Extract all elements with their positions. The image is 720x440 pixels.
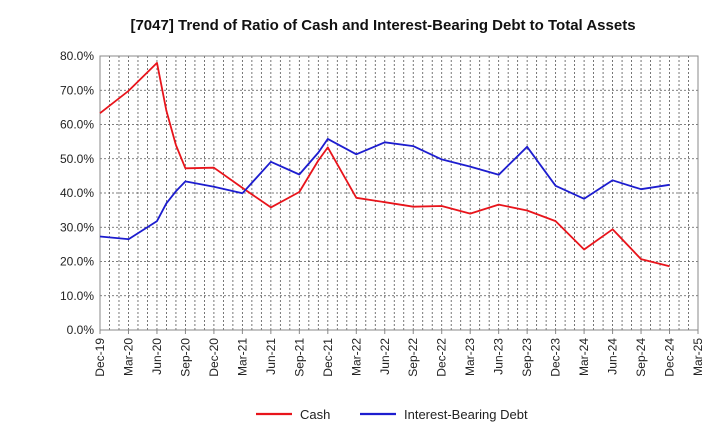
x-tick-label: Mar-23	[463, 338, 477, 376]
y-tick-label: 10.0%	[60, 289, 94, 303]
series-line-interest-bearing-debt	[99, 137, 670, 241]
x-tick-label: Sep-22	[406, 338, 420, 377]
x-tick-label: Dec-19	[93, 338, 107, 377]
y-tick-label: 30.0%	[60, 220, 94, 234]
x-tick-label: Sep-23	[520, 338, 534, 377]
series-line-cash	[99, 62, 670, 268]
x-tick-label: Sep-21	[292, 338, 306, 377]
y-tick-label: 20.0%	[60, 255, 94, 269]
x-tick-label: Sep-24	[634, 338, 648, 377]
x-tick-label: Dec-22	[435, 338, 449, 377]
x-tick-label: Dec-21	[321, 338, 335, 377]
x-tick-label: Mar-25	[691, 338, 705, 376]
x-tick-label: Mar-20	[121, 338, 135, 376]
x-tick-label: Jun-24	[606, 338, 620, 375]
x-tick-label: Dec-20	[207, 338, 221, 377]
y-tick-label: 0.0%	[67, 323, 95, 337]
y-tick-label: 70.0%	[60, 83, 94, 97]
x-tick-label: Sep-20	[178, 338, 192, 377]
y-tick-label: 50.0%	[60, 152, 94, 166]
x-tick-label: Dec-24	[663, 338, 677, 377]
x-tick-label: Jun-23	[492, 338, 506, 375]
x-tick-label: Jun-21	[264, 338, 278, 375]
grid	[100, 56, 698, 330]
legend: Cash Interest-Bearing Debt	[256, 407, 528, 422]
series-lines	[99, 62, 670, 268]
y-tick-label: 40.0%	[60, 186, 94, 200]
plot-frame	[99, 55, 699, 331]
x-tick-label: Jun-20	[150, 338, 164, 375]
legend-label-cash: Cash	[300, 407, 330, 422]
x-tick-label: Mar-22	[349, 338, 363, 376]
y-tick-label: 60.0%	[60, 118, 94, 132]
x-tick-label: Mar-21	[235, 338, 249, 376]
y-tick-label: 80.0%	[60, 49, 94, 63]
legend-label-debt: Interest-Bearing Debt	[404, 407, 528, 422]
x-axis: Dec-19 Mar-20 Jun-20 Sep-20 Dec-20 Mar-21 Jun-…	[93, 330, 705, 377]
chart-title: [7047] Trend of Ratio of Cash and Intere…	[130, 17, 635, 34]
x-tick-label: Dec-23	[549, 338, 563, 377]
x-tick-label: Mar-24	[577, 338, 591, 376]
x-tick-label: Jun-22	[378, 338, 392, 375]
y-axis: 0.0% 10.0% 20.0% 30.0% 40.0% 50.0% 60.0% 70.0% 8…	[60, 49, 94, 337]
